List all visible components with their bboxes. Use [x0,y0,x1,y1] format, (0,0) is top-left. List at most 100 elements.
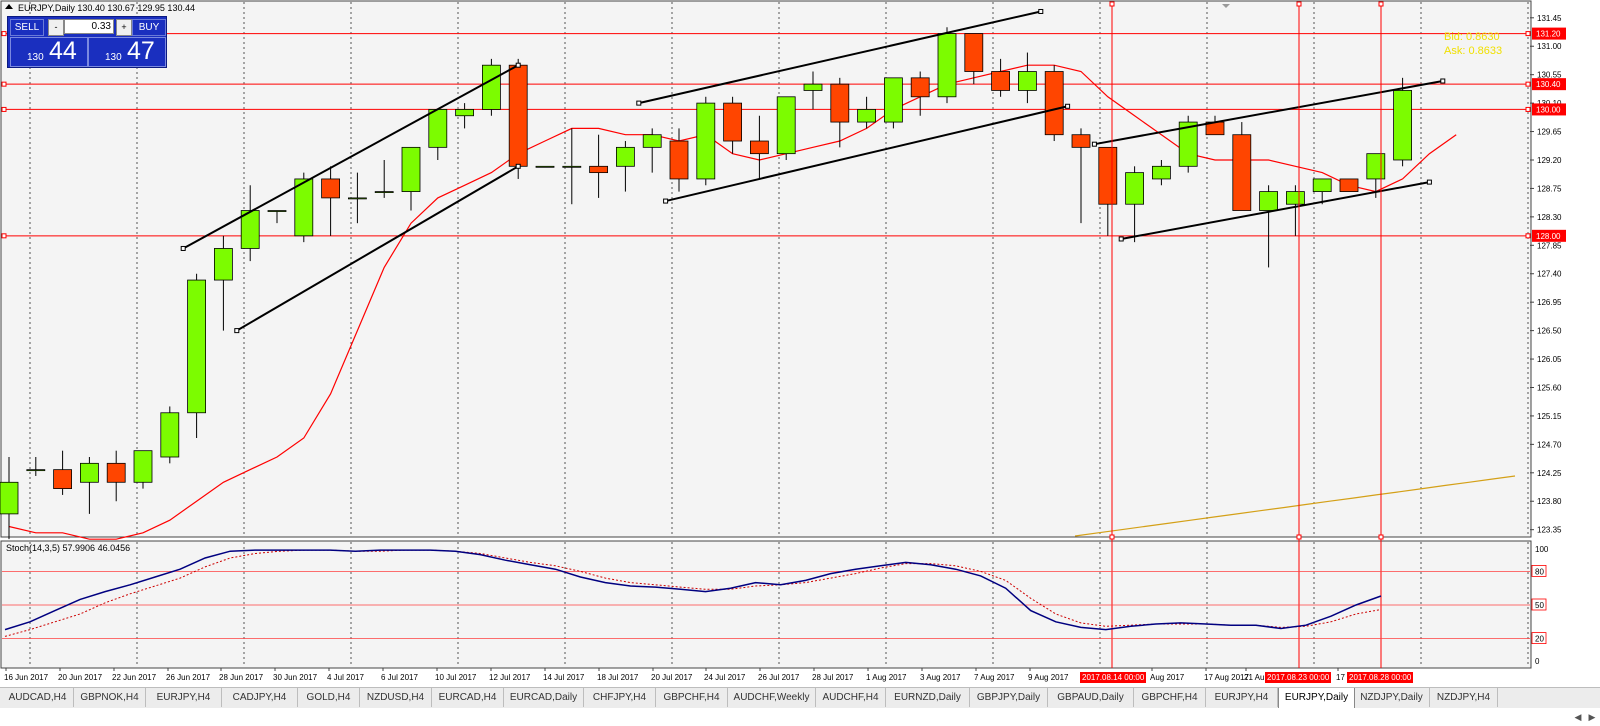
chart-tab[interactable]: GBPAUD,Daily [1048,688,1134,707]
date-label: 28 Jul 2017 [812,673,854,682]
date-label: 30 Jun 2017 [273,673,318,682]
date-label: 18 Jul 2017 [597,673,639,682]
line-handle[interactable] [1,233,7,239]
chart-tab[interactable]: EURJPY,Daily [1278,688,1355,709]
chart-tab[interactable]: AUDCHF,H4 [816,688,886,707]
vline-handle[interactable] [1109,1,1115,7]
chart-tab[interactable]: EURCAD,Daily [504,688,584,707]
candle-body [213,248,233,281]
price-label: 128.00 [1536,232,1561,241]
price-tick-label: 131.00 [1537,42,1562,51]
trendline-handle[interactable] [1440,78,1446,84]
candle-body [803,83,823,91]
trendline-handle[interactable] [180,245,186,251]
vline-handle[interactable] [1109,534,1115,540]
chart-tab[interactable]: EURCAD,H4 [432,688,504,707]
trendline-handle[interactable] [1065,103,1071,109]
candle-body [1071,134,1091,148]
date-axis: 16 Jun 2017 20 Jun 2017 22 Jun 2017 26 Jun … [4,668,1413,683]
date-label: 17 [1336,673,1345,682]
line-handle[interactable] [1525,81,1531,87]
price-label: 130.40 [1536,80,1561,89]
chart-tab[interactable]: NZDJPY,H4 [1430,688,1498,707]
line-handle[interactable] [1525,106,1531,112]
lot-decrease-button[interactable]: - [48,19,64,36]
candle [750,115,769,179]
trendline[interactable] [1094,80,1443,146]
bid-label: Bid: 0.8630 [1444,31,1500,43]
vline-date-label: 2017.08.28 00:00 [1349,673,1412,682]
trendline-handle[interactable] [636,100,642,106]
vline-handle[interactable] [1296,1,1302,7]
price-tick-label: 126.95 [1537,298,1562,307]
trendline-handle[interactable] [1426,179,1432,185]
chart-tab[interactable]: GBPJPY,Daily [970,688,1048,707]
buy-button-label[interactable]: BUY [132,19,166,36]
trendline-handle[interactable] [1118,236,1124,242]
chart-tab[interactable]: EURNZD,Daily [886,688,970,707]
chart-tab[interactable]: NZDJPY,Daily [1354,688,1430,707]
trendline[interactable] [665,105,1068,203]
line-handle[interactable] [1,31,7,37]
candle [696,96,716,186]
price-label-box [1532,78,1566,91]
candle [481,58,501,116]
price-tick-label: 126.05 [1537,355,1562,364]
tab-scroll-right-icon[interactable]: ▶ [1588,712,1596,722]
candle [1125,166,1144,243]
sell-button-label[interactable]: SELL [10,19,44,36]
chart-tab[interactable]: GBPCHF,H4 [656,688,728,707]
trendline-handle[interactable] [515,62,521,68]
sell-price-pips: 44 [49,37,77,65]
buy-button[interactable]: 130 47 [88,37,166,67]
price-tick-label: 123.35 [1537,526,1562,535]
trendline-handle[interactable] [234,328,240,334]
lot-increase-button[interactable]: + [116,19,132,36]
trendline-handle[interactable] [663,198,669,204]
trendline-handle[interactable] [1091,141,1097,147]
trendline[interactable] [182,64,519,250]
moving-average-fast [8,64,1457,540]
candle-body [642,134,662,148]
vertical-lines[interactable] [1109,1,1384,668]
trendline[interactable] [1121,181,1430,240]
candle-body [428,109,448,148]
chart-tab[interactable]: GBPCHF,H4 [1134,688,1206,707]
chart-tab[interactable]: CADJPY,H4 [222,688,298,707]
chart-tab[interactable]: AUDCHF,Weekly [728,688,816,707]
chart-tab[interactable]: GOLD,H4 [298,688,360,707]
shift-marker-icon[interactable] [1222,4,1230,8]
candle-body [1312,178,1332,192]
chart-tab[interactable]: GBPNOK,H4 [74,688,146,707]
trendline[interactable] [638,10,1042,105]
date-label: 26 Jun 2017 [166,673,211,682]
candle [937,27,957,104]
trendline-handle[interactable] [515,163,521,169]
vline-handle[interactable] [1378,534,1384,540]
line-handle[interactable] [1525,31,1531,37]
chart-tab[interactable]: CHFJPY,H4 [584,688,656,707]
trendline-handle[interactable] [1038,8,1044,14]
vline-handle[interactable] [1378,1,1384,7]
date-label: 4 Jul 2017 [327,673,364,682]
candle-body [347,197,367,200]
lot-size-input[interactable] [64,19,114,34]
chart-tab[interactable]: NZDUSD,H4 [360,688,432,707]
sell-button[interactable]: 130 44 [10,37,88,67]
line-handle[interactable] [1,81,7,87]
tab-scroll-left-icon[interactable]: ◀ [1574,712,1582,722]
collapse-arrow-icon[interactable] [5,4,13,9]
vline-handle[interactable] [1296,534,1302,540]
stoch-lines: 100 80 50 20 0 [2,545,1549,666]
chart-tab[interactable]: EURJPY,H4 [146,688,222,707]
line-handle[interactable] [1525,233,1531,239]
line-handle[interactable] [1,106,7,112]
trendline[interactable] [236,165,519,332]
date-label: 20 Jun 2017 [58,673,103,682]
candle-body [589,165,608,174]
trendlines[interactable] [180,8,1446,334]
chart-tab[interactable]: EURJPY,H4 [1206,688,1278,707]
grid-lines [29,2,1529,667]
chart-tab[interactable]: AUDCAD,H4 [2,688,74,707]
